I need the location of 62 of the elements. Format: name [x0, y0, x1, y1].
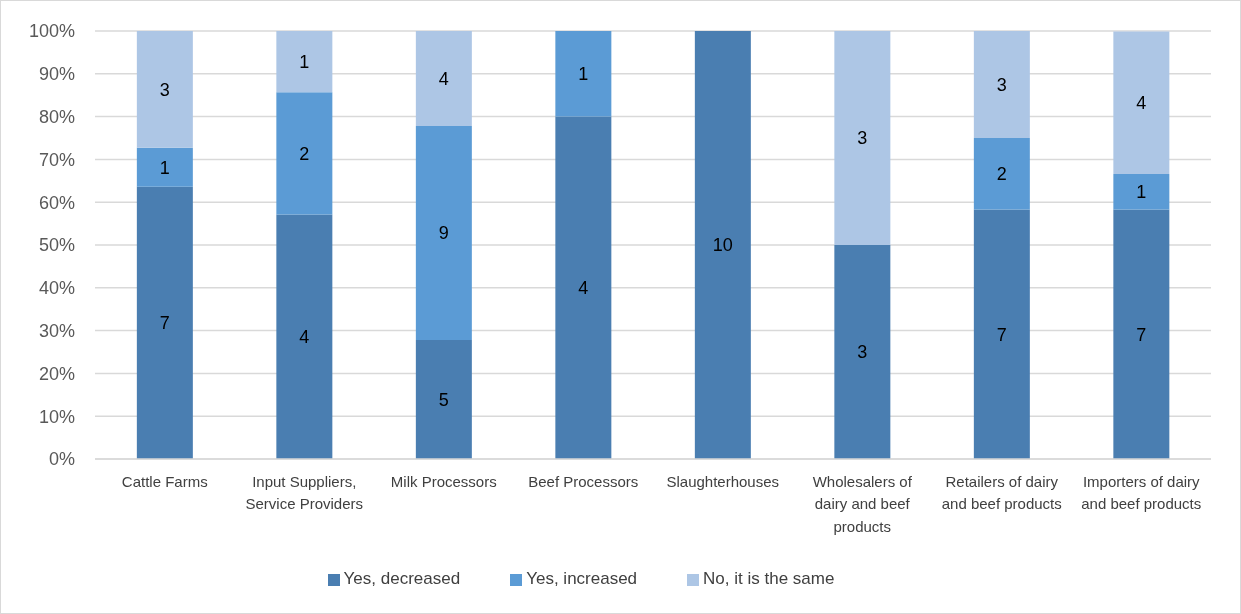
bar — [136, 186, 193, 459]
legend-label: Yes, increased — [526, 569, 638, 588]
bar — [694, 31, 751, 459]
y-tick-label: 40% — [38, 278, 75, 299]
y-tick-label: 10% — [38, 406, 75, 427]
y-tick-label: 20% — [38, 363, 75, 384]
x-tick-label: Cattle Farms — [121, 472, 208, 490]
annotation: 3 — [159, 79, 170, 100]
bar — [555, 116, 612, 459]
bar — [415, 126, 472, 341]
bar — [276, 214, 333, 459]
x-tick-label: Retailers of dairy and beef products — [941, 472, 1062, 512]
bar — [136, 31, 193, 148]
annotation: 1 — [1136, 182, 1147, 203]
bar — [834, 31, 891, 245]
bar — [415, 31, 472, 127]
bar — [276, 92, 333, 215]
x-tick-label: Milk Processors — [390, 472, 497, 490]
annotation: 4 — [438, 68, 449, 89]
x-tick-label: Input Suppliers, Service Providers — [245, 472, 364, 512]
x-tick-label: Beef Processors — [528, 472, 639, 490]
annotation: 7 — [159, 313, 170, 334]
annotation: 1 — [159, 157, 170, 178]
bar — [136, 147, 193, 187]
y-tick-label: 100% — [28, 21, 75, 42]
annotation: 3 — [857, 342, 868, 363]
annotation: 2 — [996, 164, 1007, 185]
annotation: 4 — [299, 327, 310, 348]
y-tick-label: 60% — [38, 192, 75, 213]
bar — [973, 31, 1030, 138]
y-tick-label: 30% — [38, 320, 75, 341]
annotation: 3 — [857, 128, 868, 149]
bar — [276, 31, 333, 93]
x-tick-label: Wholesalers of dairy and beef products — [812, 472, 913, 535]
annotation: 7 — [996, 324, 1007, 345]
annotation: 4 — [578, 278, 589, 299]
legend-label: Yes, decreased — [343, 569, 461, 588]
y-tick-label: 80% — [38, 106, 75, 127]
y-tick-label: 50% — [38, 235, 75, 256]
bar — [1113, 31, 1170, 174]
annotation: 7 — [1136, 324, 1147, 345]
y-tick-label: 90% — [38, 64, 75, 85]
legend-label: No, it is the same — [703, 569, 835, 588]
annotation: 1 — [578, 64, 589, 85]
bar — [973, 138, 1030, 210]
annotation: 10 — [712, 235, 733, 256]
annotation: 3 — [996, 74, 1007, 95]
annotation: 2 — [299, 143, 310, 164]
bar — [1113, 173, 1170, 210]
bar — [555, 31, 612, 117]
annotation: 1 — [299, 51, 310, 72]
y-tick-label: 70% — [38, 149, 75, 170]
bar — [415, 340, 472, 459]
annotation: 5 — [438, 389, 449, 410]
annotation: 4 — [1136, 93, 1147, 114]
x-tick-label: Importers of dairy and beef products — [1081, 472, 1202, 512]
y-tick-label: 0% — [48, 449, 75, 470]
annotation: 9 — [438, 223, 449, 244]
bar — [1113, 209, 1170, 459]
bar — [834, 245, 891, 459]
bar — [973, 209, 1030, 459]
x-tick-label: Slaughterhouses — [666, 472, 780, 490]
